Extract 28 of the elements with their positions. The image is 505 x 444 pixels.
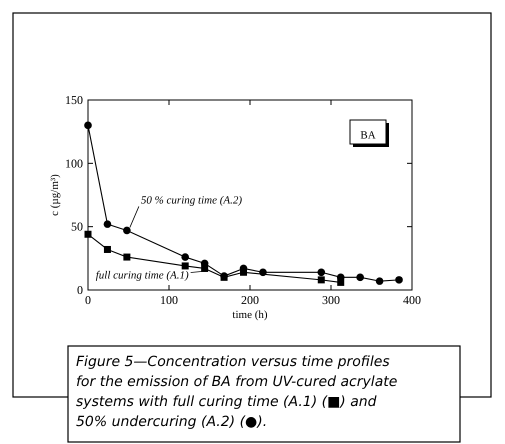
- point: [259, 268, 267, 276]
- point: [84, 122, 92, 130]
- x-axis-title: time (h): [232, 309, 268, 321]
- y-axis-title: c (µg/m³): [49, 174, 61, 216]
- point: [318, 276, 325, 284]
- point: [356, 274, 364, 282]
- y-tick-label: 0: [77, 283, 83, 297]
- point: [376, 277, 384, 285]
- x-tick-label: 300: [322, 293, 340, 307]
- annotation: BA: [360, 130, 376, 142]
- point: [182, 262, 189, 270]
- point: [123, 254, 130, 261]
- point: [181, 253, 189, 261]
- y-tick-label: 50: [71, 220, 83, 234]
- point: [123, 226, 131, 234]
- point: [395, 276, 403, 284]
- point: [84, 230, 92, 238]
- annotation: full curing time (A.1): [96, 269, 189, 282]
- x-tick-label: 100: [160, 293, 178, 307]
- y-tick-label: 150: [65, 93, 83, 107]
- y-tick-label: 100: [65, 156, 83, 170]
- point: [104, 220, 112, 228]
- annotation: 50 % curing time (A.2): [140, 194, 242, 206]
- x-tick-label: 200: [241, 293, 259, 307]
- point: [104, 246, 111, 253]
- point: [317, 268, 326, 276]
- x-tick-label: 400: [403, 293, 421, 307]
- caption: Figure 5—Concentration versus time profiles for the emission of BA from UV-cured acrylate systems with full curing time (A.1) (■) and 50% undercuring (A.2) (●).: [76, 354, 398, 430]
